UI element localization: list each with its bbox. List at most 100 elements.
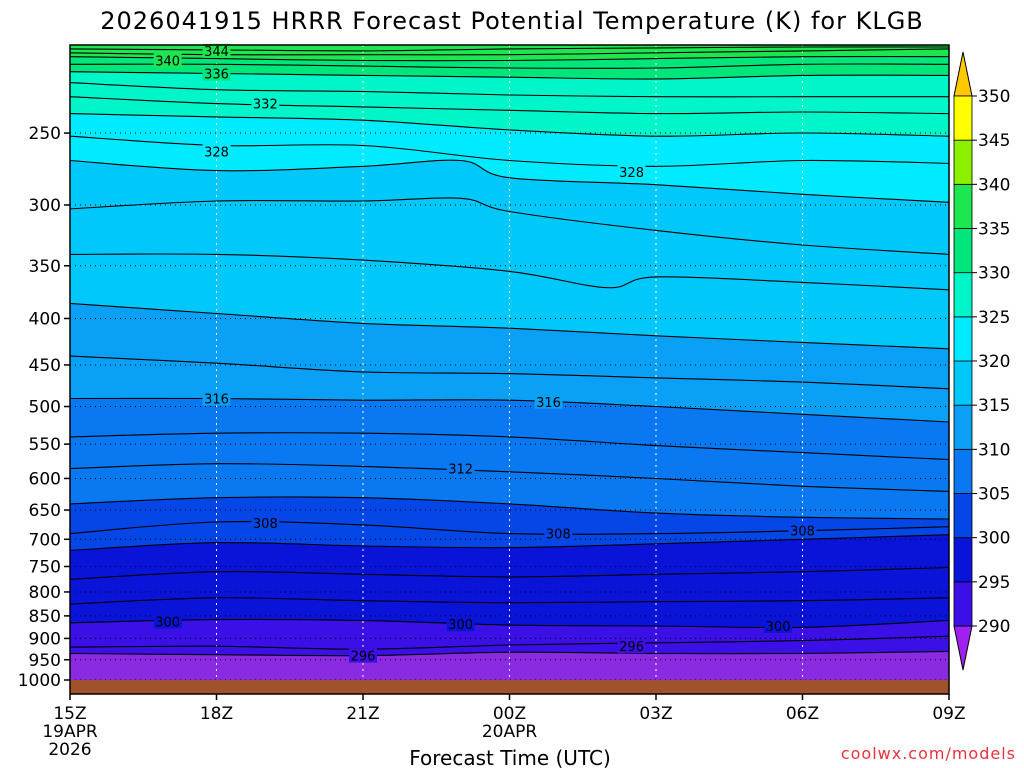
contour-line-326	[70, 159, 949, 203]
colorbar: 290 295 300 305 310 315 320 325 330 335 340 345 350	[953, 51, 1010, 671]
contour-labels: 344 340 336 332 328 328 316 316 312 308 308 308 300 3…	[153, 43, 817, 665]
y-tick-label-550: 550	[29, 435, 61, 455]
y-tick-label-600: 600	[29, 469, 61, 489]
x-tick-label-03Z: 03Z	[639, 704, 672, 724]
contour-label-316: 316	[204, 393, 229, 408]
contour-label-bg-11	[788, 523, 817, 538]
contour-line-330	[70, 113, 949, 137]
colorbar-label-325: 325	[978, 308, 1010, 328]
colorbar-label-300: 300	[978, 529, 1010, 549]
colorbar-label-290: 290	[978, 617, 1010, 637]
contour-line-322	[70, 253, 949, 291]
contour-label-296: 296	[351, 650, 376, 665]
y-tick-label-400: 400	[29, 309, 61, 329]
colorbar-segment-310	[953, 404, 973, 450]
contour-line-304	[70, 566, 949, 580]
y-tick-label-450: 450	[29, 356, 61, 376]
contour-label-bg-9	[251, 516, 280, 531]
contour-label-336: 336	[204, 68, 229, 83]
colorbar-segment-300	[953, 493, 973, 539]
contour-label-308: 308	[546, 528, 571, 543]
x-tick-date-20APR: 20APR	[482, 722, 538, 742]
contour-label-bg-0	[202, 43, 231, 58]
y-axis: 2503003504004505005506006507007508008509…	[18, 124, 70, 691]
contour-label-bg-16	[617, 639, 646, 654]
y-tick-label-750: 750	[29, 557, 61, 577]
contour-label-bg-8	[446, 461, 475, 476]
contour-label-332: 332	[253, 98, 278, 113]
colorbar-segment-345	[953, 95, 973, 141]
x-axis-label: Forecast Time (UTC)	[409, 746, 611, 768]
y-tick-label-900: 900	[29, 629, 61, 649]
colorbar-segment-290	[953, 581, 973, 627]
contour-line-300	[70, 618, 949, 629]
colorbar-segment-325	[953, 272, 973, 318]
contour-line-298	[70, 635, 949, 650]
fill-band-344	[70, 45, 949, 51]
contour-label-bg-10	[544, 526, 573, 541]
contour-label-296: 296	[619, 640, 644, 655]
contour-line-320	[70, 302, 949, 350]
contour-line-338	[70, 63, 949, 69]
contour-label-300: 300	[155, 615, 180, 630]
contour-label-bg-13	[446, 617, 475, 632]
colorbar-segment-340	[953, 139, 973, 185]
contour-line-332	[70, 96, 949, 115]
contour-label-bg-7	[534, 394, 563, 409]
contour-label-bg-5	[617, 165, 646, 180]
chart-title: 2026041915 HRRR Forecast Potential Tempe…	[100, 7, 924, 35]
y-tick-label-250: 250	[29, 124, 61, 144]
y-tick-label-650: 650	[29, 501, 61, 521]
y-tick-label-850: 850	[29, 607, 61, 627]
contour-label-bg-15	[349, 648, 377, 663]
colorbar-label-350: 350	[978, 87, 1010, 107]
y-tick-label-300: 300	[29, 196, 61, 216]
colorbar-segment-295	[953, 537, 973, 583]
colorbar-label-315: 315	[978, 396, 1010, 416]
contour-label-bg-6	[202, 391, 231, 406]
contour-label-bg-4	[202, 144, 231, 159]
contour-label-bg-14	[764, 618, 793, 633]
contour-label-300: 300	[448, 618, 473, 633]
colorbar-label-340: 340	[978, 175, 1010, 195]
colorbar-label-305: 305	[978, 485, 1010, 505]
colorbar-label-295: 295	[978, 573, 1010, 593]
contour-label-bg-2	[202, 66, 231, 81]
colorbar-segment-320	[953, 316, 973, 362]
colorbar-segment-315	[953, 360, 973, 406]
ground-strip	[70, 680, 949, 694]
contour-label-308: 308	[253, 517, 278, 532]
contour-line-334	[70, 82, 949, 98]
contour-label-bg-12	[153, 614, 182, 629]
colorbar-label-310: 310	[978, 440, 1010, 460]
contour-line-296	[70, 650, 949, 657]
x-tick-label-06Z: 06Z	[786, 704, 819, 724]
y-tick-label-1000: 1000	[18, 671, 61, 691]
y-tick-label-700: 700	[29, 530, 61, 550]
x-tick-date-19APR: 19APR	[42, 722, 98, 742]
temperature-fill-bands	[70, 45, 949, 680]
contour-label-328: 328	[204, 146, 229, 161]
y-tick-label-950: 950	[29, 651, 61, 671]
colorbar-label-335: 335	[978, 220, 1010, 240]
x-tick-label-18Z: 18Z	[200, 704, 233, 724]
contour-line-340	[70, 55, 949, 62]
contour-label-bg-3	[251, 96, 280, 111]
contour-line-310	[70, 496, 949, 520]
x-tick-label-00Z: 00Z	[493, 704, 526, 724]
contour-line-306	[70, 534, 949, 551]
colorbar-segment-330	[953, 228, 973, 274]
colorbar-segment-335	[953, 183, 973, 229]
contour-line-314	[70, 432, 949, 461]
contour-line-312	[70, 463, 949, 492]
colorbar-over	[953, 51, 973, 97]
contour-line-324	[70, 197, 949, 255]
x-tick-label-21Z: 21Z	[346, 704, 379, 724]
contour-label-300: 300	[766, 620, 791, 635]
contour-label-344: 344	[204, 45, 229, 60]
x-tick-label-15Z: 15Z	[53, 704, 86, 724]
contour-label-340: 340	[155, 54, 180, 69]
contour-label-308: 308	[790, 525, 815, 540]
y-tick-label-800: 800	[29, 583, 61, 603]
